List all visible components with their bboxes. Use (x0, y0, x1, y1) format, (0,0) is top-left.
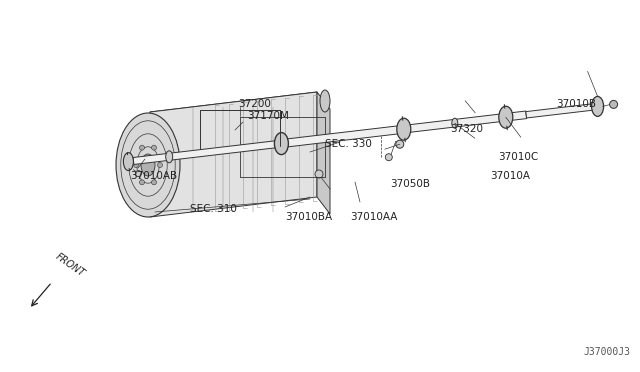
Text: SEC. 310: SEC. 310 (190, 204, 237, 214)
Ellipse shape (499, 106, 513, 128)
Ellipse shape (124, 153, 133, 171)
Text: 37050B: 37050B (390, 179, 430, 189)
Text: 37010AA: 37010AA (350, 212, 397, 222)
Text: 37010AB: 37010AB (130, 171, 177, 181)
Ellipse shape (397, 118, 411, 140)
Text: 37200: 37200 (238, 99, 271, 109)
Ellipse shape (134, 163, 138, 167)
Text: 37010A: 37010A (490, 171, 530, 181)
Polygon shape (403, 111, 527, 133)
Ellipse shape (452, 118, 458, 128)
Ellipse shape (152, 145, 157, 150)
Ellipse shape (166, 151, 173, 163)
Ellipse shape (609, 100, 618, 108)
Ellipse shape (157, 163, 163, 167)
Ellipse shape (140, 180, 145, 185)
Text: SEC. 330: SEC. 330 (325, 139, 372, 149)
Polygon shape (281, 125, 404, 148)
Polygon shape (150, 92, 317, 129)
Text: 37170M: 37170M (247, 111, 289, 121)
Ellipse shape (116, 113, 180, 217)
Ellipse shape (591, 96, 604, 116)
Ellipse shape (140, 145, 145, 150)
Polygon shape (150, 92, 317, 217)
Text: 37010B: 37010B (556, 99, 596, 109)
Ellipse shape (136, 171, 141, 177)
Ellipse shape (385, 154, 392, 161)
Ellipse shape (315, 170, 323, 178)
Polygon shape (526, 103, 598, 118)
Polygon shape (317, 92, 330, 214)
Polygon shape (133, 140, 282, 164)
Ellipse shape (141, 154, 155, 176)
Text: J37000J3: J37000J3 (583, 347, 630, 357)
Text: 37010BA: 37010BA (285, 212, 332, 222)
Ellipse shape (320, 90, 330, 112)
Text: FRONT: FRONT (54, 252, 87, 279)
Ellipse shape (275, 132, 289, 155)
Ellipse shape (152, 180, 157, 185)
Ellipse shape (396, 140, 404, 148)
Text: 37010C: 37010C (498, 152, 538, 162)
Text: 37320: 37320 (450, 124, 483, 134)
